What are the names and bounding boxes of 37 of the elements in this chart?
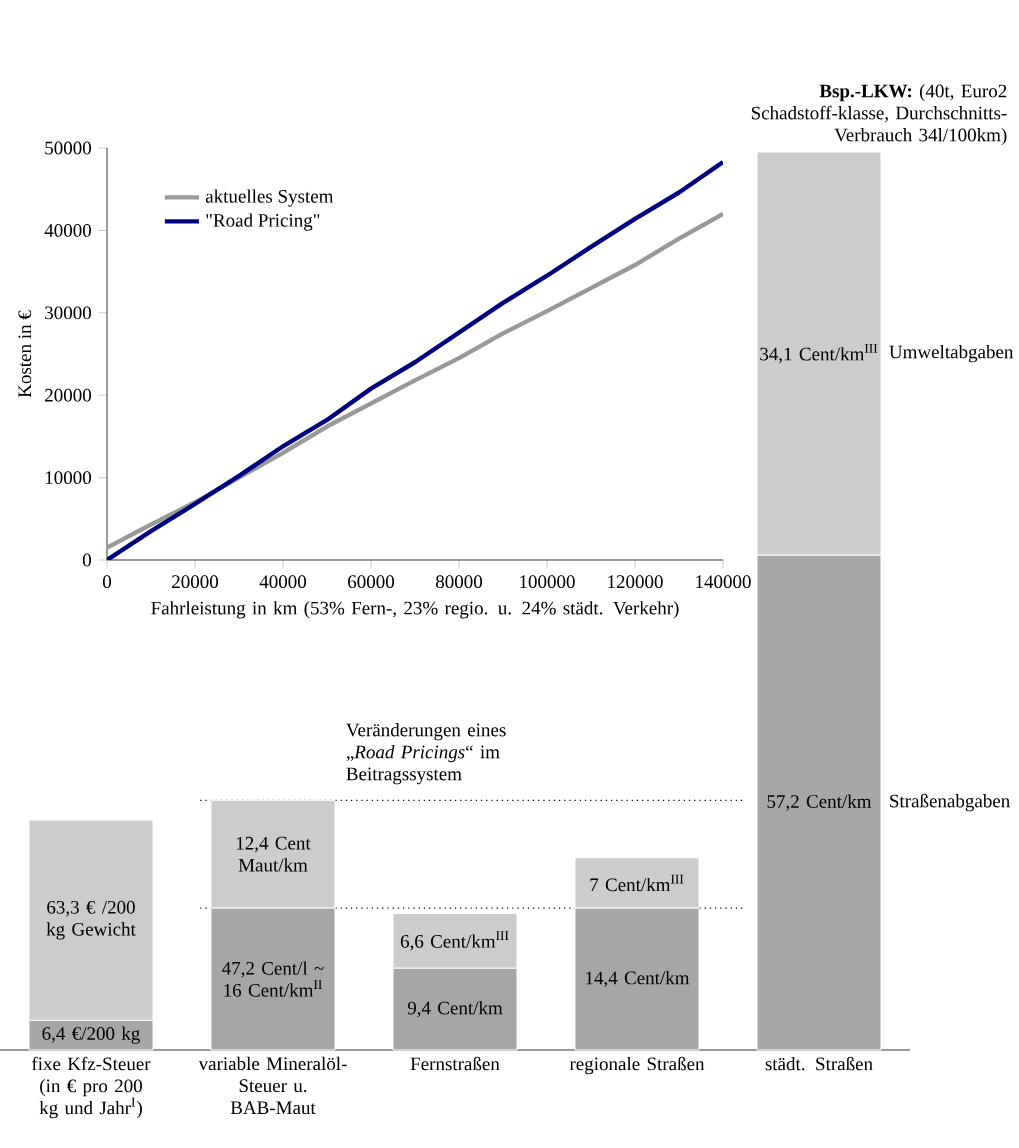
- x-tick-label: 100000: [520, 575, 575, 589]
- x-tick-label: regionale Straßen: [569, 1056, 705, 1075]
- chart-title: Bsp.-LKW: (40t, Euro2 Schadstoff-klasse, Durchschnitts-Verbrauch 34l/100km): [751, 84, 1007, 146]
- x-tick-label: 80000: [435, 575, 483, 589]
- annotation: Veränderungen eines „Road Pricings“ im Beitragssystem: [346, 723, 506, 785]
- y-tick-label: 50000: [45, 141, 92, 155]
- y-axis-title: Kosten in €: [18, 310, 32, 398]
- annotation: 6,6 Cent/km$^{III}$: [400, 931, 509, 951]
- x-tick-label: 60000: [348, 575, 395, 589]
- y-tick-label: 30000: [45, 306, 92, 320]
- series-label: Straßenabgaben: [890, 793, 1010, 812]
- annotation: 7 Cent/km$^{III}$: [590, 874, 684, 892]
- x-axis-title: Fahrleistung in km (53% Fern-, 23% regio. u. 24% städt. Verkehr): [151, 601, 679, 619]
- series-label: Umweltabgaben: [889, 344, 1014, 363]
- x-tick-label: variable Mineralöl-Steuer u. BAB-Maut: [198, 1056, 347, 1115]
- x-tick-label: 40000: [259, 575, 307, 589]
- annotation: 63,3 € /200 kg Gewicht: [46, 900, 136, 940]
- y-tick-label: 10000: [45, 471, 92, 485]
- legend-label: aktuelles System: [205, 189, 334, 207]
- y-tick-label: 0: [82, 553, 92, 567]
- annotation: 6,4 €/200 kg: [42, 1026, 140, 1044]
- y-tick-label: 40000: [44, 223, 92, 237]
- annotation: 57,2 Cent/km: [767, 794, 872, 811]
- annotation: 14,4 Cent/km: [586, 971, 690, 988]
- annotation: 34,1 Cent/km$^{III}$: [760, 343, 878, 364]
- annotation: 9,4 Cent/km: [407, 1001, 503, 1018]
- x-tick-label: 20000: [172, 575, 219, 589]
- x-tick-label: Fernstraßen: [410, 1056, 500, 1071]
- x-tick-label: fixe Kfz-Steuer (in € pro 200 kg und Jahr$^{I}$): [31, 1056, 151, 1119]
- x-tick-label: 140000: [696, 575, 751, 589]
- annotation: 12,4 Cent Maut/km: [236, 836, 311, 872]
- annotation: 47,2 Cent/l ~ 16 Cent/km$^{II}$: [222, 961, 324, 997]
- x-tick-label: 0: [102, 575, 112, 589]
- y-tick-label: 20000: [45, 388, 92, 402]
- x-tick-label: städt. Straßen: [765, 1056, 873, 1071]
- legend-label: "Road Pricing": [206, 213, 320, 231]
- x-tick-label: 120000: [608, 575, 663, 589]
